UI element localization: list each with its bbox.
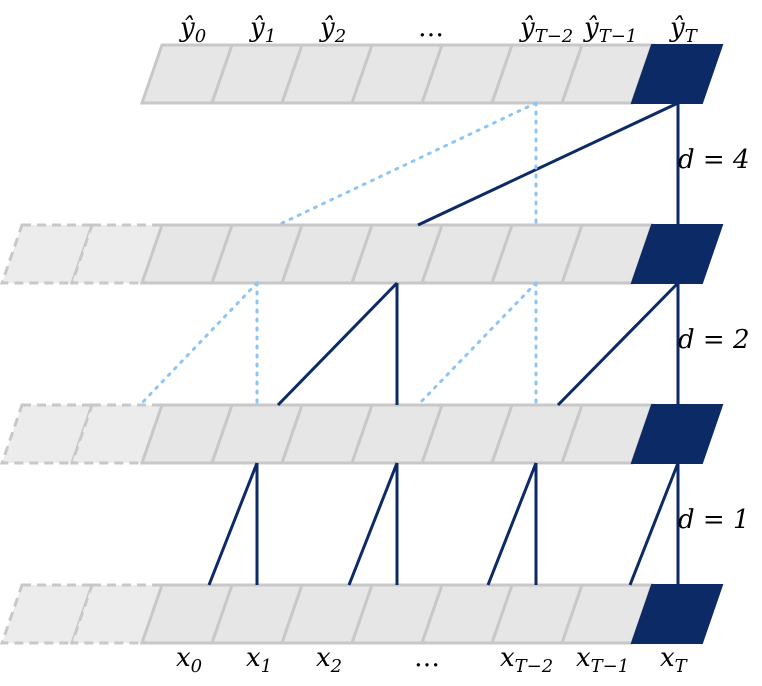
- inactive-connection: [416, 281, 538, 407]
- dilated-connection: [347, 462, 399, 586]
- inactive-connection: [138, 281, 259, 407]
- dilation-label-4: d = 4: [678, 145, 750, 175]
- padding-cell: [69, 223, 165, 285]
- label-x-T-minus-1: xT−1: [576, 643, 629, 677]
- connections: [138, 101, 680, 586]
- inactive-connection: [276, 101, 538, 227]
- output-labels: ŷ0 ŷ1 ŷ2 … ŷT−2 ŷT−1 ŷT: [179, 13, 699, 47]
- input-layer: [0, 583, 724, 645]
- label-x-1: x1: [246, 643, 272, 677]
- label-y-hat-T-minus-1: ŷT−1: [583, 13, 637, 47]
- dilated-connection: [417, 101, 679, 227]
- padding-cell: [0, 583, 95, 645]
- padding-cell: [69, 403, 165, 465]
- label-x-T-minus-2: xT−2: [500, 643, 553, 677]
- label-input-ellipsis: …: [414, 643, 440, 673]
- active-cell: [630, 404, 724, 464]
- output-layer: [139, 43, 724, 105]
- active-cell: [630, 584, 724, 644]
- label-y-hat-T: ŷT: [669, 13, 699, 47]
- active-cell: [630, 44, 724, 104]
- dilation-label-2: d = 2: [678, 325, 750, 355]
- dilation-labels: d = 4 d = 2 d = 1: [678, 145, 750, 535]
- padding-cell: [0, 403, 95, 465]
- dilated-connection: [628, 462, 680, 586]
- input-labels: x0 x1 x2 … xT−2 xT−1 xT: [176, 643, 689, 677]
- hidden-layer-2: [0, 223, 724, 285]
- label-y-hat-0: ŷ0: [179, 13, 206, 47]
- layer-stack: [0, 43, 724, 645]
- active-cell: [630, 224, 724, 284]
- dilated-connection: [486, 462, 538, 586]
- label-y-hat-T-minus-2: ŷT−2: [519, 13, 573, 47]
- label-output-ellipsis: …: [418, 13, 444, 43]
- dilated-connection: [207, 462, 259, 586]
- padding-cell: [0, 223, 95, 285]
- padding-cell: [69, 583, 165, 645]
- label-x-T: xT: [660, 643, 689, 677]
- hidden-layer-1: [0, 403, 724, 465]
- dilated-connection: [276, 281, 399, 407]
- label-y-hat-2: ŷ2: [319, 13, 346, 47]
- dilation-label-1: d = 1: [678, 505, 750, 535]
- label-x-2: x2: [316, 643, 342, 677]
- label-y-hat-1: ŷ1: [249, 13, 276, 47]
- dilated-connection: [556, 281, 680, 407]
- label-x-0: x0: [176, 643, 202, 677]
